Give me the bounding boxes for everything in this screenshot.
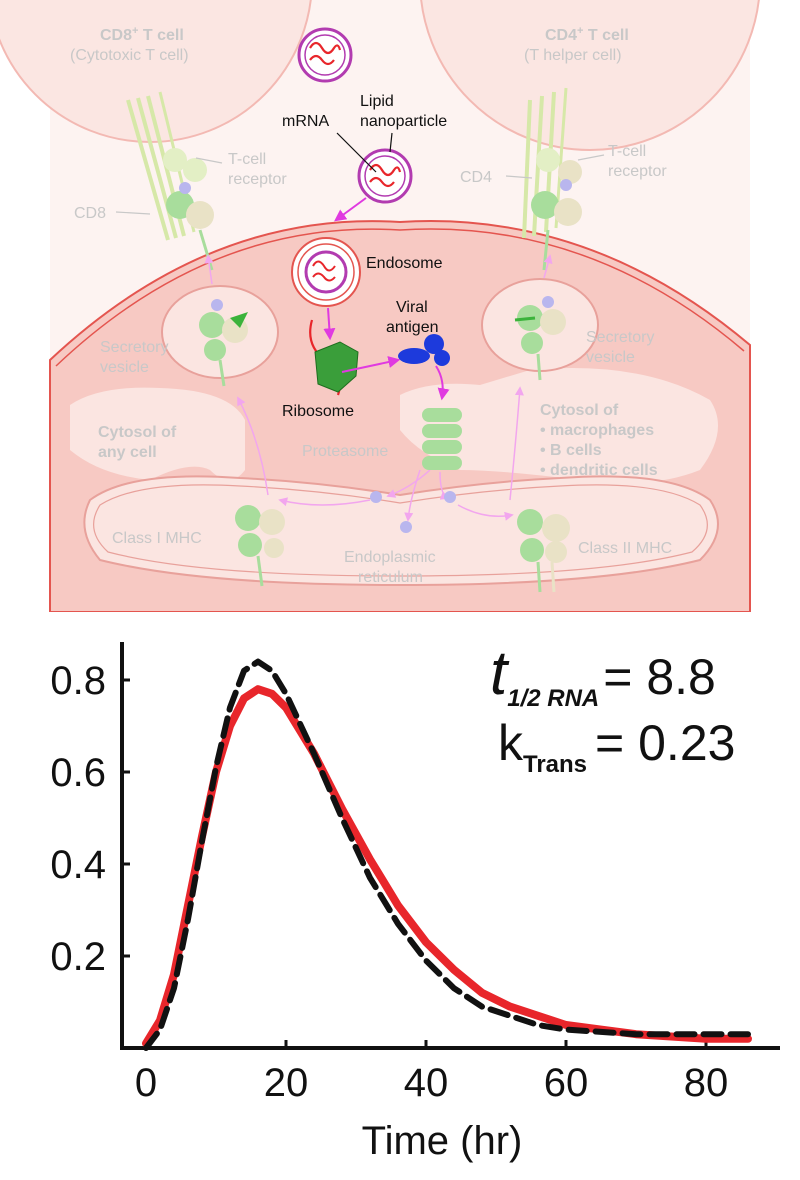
proteasome xyxy=(422,408,462,470)
peptide xyxy=(370,491,382,503)
left-vesicle-mhc xyxy=(199,299,248,387)
lnp-pointer xyxy=(389,132,393,153)
right-tcr-pointer xyxy=(577,154,605,161)
peptide xyxy=(400,521,412,533)
endosome-to-ribosome-arrow xyxy=(323,307,336,341)
mrna-pointer xyxy=(336,132,377,173)
x-tick-label: 0 xyxy=(135,1061,157,1105)
class2-mhc-label: Class II MHC xyxy=(578,540,672,557)
cd4-pointer xyxy=(505,175,533,179)
endosome xyxy=(291,237,361,307)
class1-mhc-label: Class I MHC xyxy=(112,530,202,547)
cytosol-apc-label: Cytosol of • macrophages • B cells • dendri… xyxy=(540,402,658,479)
right-secretory-vesicle-label: Secretory vesicle xyxy=(586,329,654,366)
cd8-label: CD8 xyxy=(74,205,106,222)
cytosol-left xyxy=(70,387,245,480)
cd4-t-cell xyxy=(420,0,760,151)
lipid-nanoparticle-label: Lipid nanoparticle xyxy=(360,93,447,130)
proteasome-label: Proteasome xyxy=(302,443,388,460)
x-tick-label: 60 xyxy=(544,1061,589,1105)
cd4-label: CD4 xyxy=(460,169,492,186)
y-tick-label: 0.4 xyxy=(50,843,106,887)
cd8-cell-title: CD8+ T cell xyxy=(100,25,184,44)
left-tcr-pointer xyxy=(195,157,223,164)
right-tcell-receptor-label: T-cell receptor xyxy=(608,143,667,180)
cd4-cell-subtitle: (T helper cell) xyxy=(524,47,622,64)
y-tick-label: 0.2 xyxy=(50,935,106,979)
free-lipid-nanoparticle xyxy=(297,27,353,83)
cytosol-any-cell-label: Cytosol of any cell xyxy=(98,424,177,461)
cd4-cell-title: CD4+ T cell xyxy=(545,25,629,44)
cytosol-right xyxy=(400,368,718,484)
kinetics-annotation: t1/2 RNA= 8.8 kTrans = 0.23 xyxy=(490,639,735,778)
peptide xyxy=(444,491,456,503)
cd8-pointer xyxy=(115,211,151,215)
viral-antigen xyxy=(398,334,450,366)
class2-mhc-molecule xyxy=(517,509,570,593)
left-tcr-complex xyxy=(126,91,214,271)
host-cell-membrane-inner xyxy=(55,228,745,367)
plot-axes xyxy=(120,642,780,1050)
right-tcr-complex xyxy=(522,87,582,271)
half-life-annotation: t1/2 RNA= 8.8 xyxy=(490,639,716,712)
right-vesicle-mhc xyxy=(514,296,566,381)
er-inner xyxy=(93,484,708,577)
viral-antigen-label: Viral antigen xyxy=(386,299,439,336)
class1-mhc-molecule xyxy=(235,505,285,587)
cd8-cell-subtitle: (Cytotoxic T cell) xyxy=(70,47,189,64)
mrna-vaccine-diagram: CD8+ T cell (Cytotoxic T cell) CD4+ T ce… xyxy=(0,0,760,612)
k-trans-annotation: kTrans = 0.23 xyxy=(498,715,735,778)
x-tick-label: 40 xyxy=(404,1061,449,1105)
y-tick-label: 0.6 xyxy=(50,751,106,795)
x-tick-label: 80 xyxy=(684,1061,729,1105)
lipid-nanoparticle xyxy=(357,148,413,204)
plot-series xyxy=(142,658,752,1051)
rna-kinetics-chart: 0 20 40 60 80 0.2 0.4 0.6 0.8 Time (hr) t1/2 RNA… xyxy=(50,639,780,1163)
ribosome-to-antigen-arrow xyxy=(341,356,401,373)
ribosome-label: Ribosome xyxy=(282,403,354,420)
endosome-label: Endosome xyxy=(366,255,443,272)
trafficking-arrows xyxy=(204,254,553,522)
ribosome xyxy=(314,341,359,393)
antigen-to-proteasome-arrow xyxy=(435,365,450,401)
left-tcell-receptor-label: T-cell receptor xyxy=(228,151,287,188)
mrna-label: mRNA xyxy=(282,113,329,130)
x-tick-label: 20 xyxy=(264,1061,309,1105)
entry-arrow xyxy=(334,197,367,222)
er-label: Endoplasmic reticulum xyxy=(344,549,436,586)
model-fit-line xyxy=(143,658,751,1051)
y-tick-label: 0.8 xyxy=(50,659,106,703)
left-secretory-vesicle-label: Secretory vesicle xyxy=(100,339,168,376)
axis-ticks: 0 20 40 60 80 0.2 0.4 0.6 0.8 xyxy=(50,659,728,1105)
x-axis-label: Time (hr) xyxy=(362,1119,523,1163)
